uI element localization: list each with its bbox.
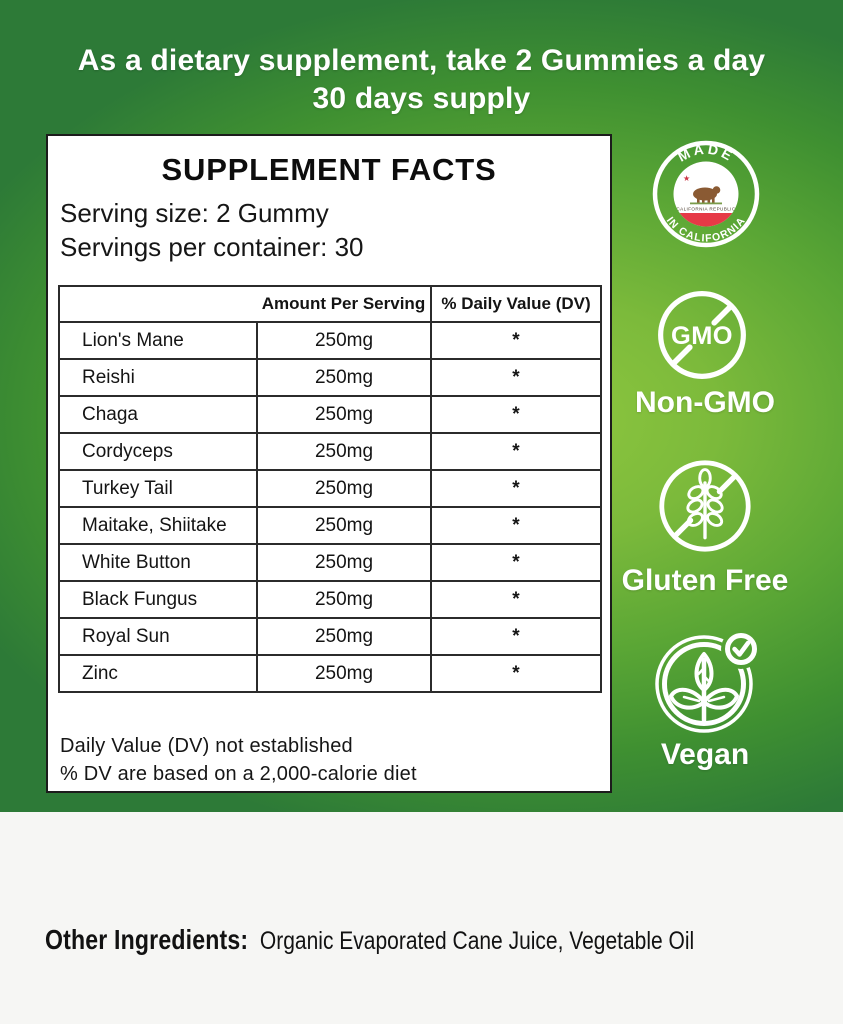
ingredient-name: Turkey Tail xyxy=(58,469,258,508)
ingredient-dv: * xyxy=(430,321,602,360)
table-row: Zinc 250mg * xyxy=(58,654,602,693)
gluten-free-label: Gluten Free xyxy=(621,564,789,597)
ingredient-name: Lion's Mane xyxy=(58,321,258,360)
ingredient-name: Chaga xyxy=(58,395,258,434)
ingredient-dv: * xyxy=(430,432,602,471)
vegan-label: Vegan xyxy=(660,738,750,771)
ingredient-amount: 250mg xyxy=(256,395,432,434)
dosage-line-1: As a dietary supplement, take 2 Gummies … xyxy=(77,44,766,77)
wheat-crossed-icon xyxy=(659,460,751,552)
plant-icon xyxy=(669,652,739,723)
star-icon: ★ xyxy=(683,174,690,183)
checkmark-icon xyxy=(725,633,757,665)
ingredient-dv: * xyxy=(430,580,602,619)
non-gmo-badge: GMO xyxy=(658,291,746,379)
ingredient-dv: * xyxy=(430,654,602,693)
ingredient-amount: 250mg xyxy=(256,580,432,619)
ingredient-amount: 250mg xyxy=(256,654,432,693)
footnote-2: % DV are based on a 2,000-calorie diet xyxy=(60,763,417,785)
other-ingredients-text-block: Other Ingredients: Organic Evaporated Ca… xyxy=(45,856,801,1024)
servings-per-container: Servings per container: 30 xyxy=(60,232,364,262)
ingredient-dv: * xyxy=(430,358,602,397)
col-header-amount: Amount Per Serving xyxy=(257,285,432,323)
dosage-line-2: 30 days supply xyxy=(312,82,531,115)
ingredient-dv: * xyxy=(430,617,602,656)
col-header-dv: % Daily Value (DV) xyxy=(430,285,602,323)
dosage-header: As a dietary supplement, take 2 Gummies … xyxy=(0,42,843,118)
facts-table: Amount Per Serving % Daily Value (DV) Li… xyxy=(58,285,602,693)
other-ingredients-section: Other Ingredients: Organic Evaporated Ca… xyxy=(0,812,843,1024)
gmo-icon-text: GMO xyxy=(671,322,733,350)
ingredient-name: Black Fungus xyxy=(58,580,258,619)
table-row: Royal Sun 250mg * xyxy=(58,617,602,656)
ingredient-amount: 250mg xyxy=(256,432,432,471)
table-row: Chaga 250mg * xyxy=(58,395,602,434)
other-ingredients-label: Other Ingredients: xyxy=(45,924,249,955)
other-ingredients-line: Other Ingredients: Organic Evaporated Ca… xyxy=(45,923,801,959)
table-header-row: Amount Per Serving % Daily Value (DV) xyxy=(58,285,602,323)
table-row: Lion's Mane 250mg * xyxy=(58,321,602,360)
ingredient-dv: * xyxy=(430,469,602,508)
table-row: Maitake, Shiitake 250mg * xyxy=(58,506,602,545)
gmo-crossed-icon: GMO xyxy=(658,291,746,379)
ingredient-name: Maitake, Shiitake xyxy=(58,506,258,545)
bear-icon xyxy=(690,186,722,205)
ingredient-amount: 250mg xyxy=(256,358,432,397)
ingredient-amount: 250mg xyxy=(256,617,432,656)
other-ingredients-text: Organic Evaporated Cane Juice, Vegetable… xyxy=(248,927,695,955)
ingredient-amount: 250mg xyxy=(256,506,432,545)
ingredient-amount: 250mg xyxy=(256,321,432,360)
table-row: Reishi 250mg * xyxy=(58,358,602,397)
table-row: Cordyceps 250mg * xyxy=(58,432,602,471)
vegan-badge xyxy=(655,633,757,733)
made-in-california-badge: MADE IN CALIFORNIA ★ CALIFORNIA REPUBLIC xyxy=(652,140,760,248)
table-row: White Button 250mg * xyxy=(58,543,602,582)
table-row: Black Fungus 250mg * xyxy=(58,580,602,619)
supplement-facts-panel: SUPPLEMENT FACTS Serving size: 2 Gummy S… xyxy=(46,134,612,793)
ingredient-dv: * xyxy=(430,395,602,434)
col-header-blank xyxy=(58,285,257,323)
serving-info: Serving size: 2 Gummy Servings per conta… xyxy=(60,196,364,264)
ingredient-name: Cordyceps xyxy=(58,432,258,471)
ingredient-amount: 250mg xyxy=(256,469,432,508)
ingredient-name: Royal Sun xyxy=(58,617,258,656)
ingredient-amount: 250mg xyxy=(256,543,432,582)
ingredient-dv: * xyxy=(430,543,602,582)
ingredient-dv: * xyxy=(430,506,602,545)
footnote-1: Daily Value (DV) not established xyxy=(60,735,353,757)
footnotes: Daily Value (DV) not established % DV ar… xyxy=(60,732,417,788)
badge-ring xyxy=(652,140,760,248)
supplement-facts-title: SUPPLEMENT FACTS xyxy=(161,152,497,187)
ingredient-name: White Button xyxy=(58,543,258,582)
ingredient-name: Reishi xyxy=(58,358,258,397)
ingredient-name: Zinc xyxy=(58,654,258,693)
serving-size: Serving size: 2 Gummy xyxy=(60,198,329,228)
non-gmo-label: Non-GMO xyxy=(635,386,775,419)
table-row: Turkey Tail 250mg * xyxy=(58,469,602,508)
gluten-free-badge xyxy=(659,460,751,552)
vegan-rings xyxy=(655,635,753,733)
flag-caption: CALIFORNIA REPUBLIC xyxy=(676,207,735,212)
